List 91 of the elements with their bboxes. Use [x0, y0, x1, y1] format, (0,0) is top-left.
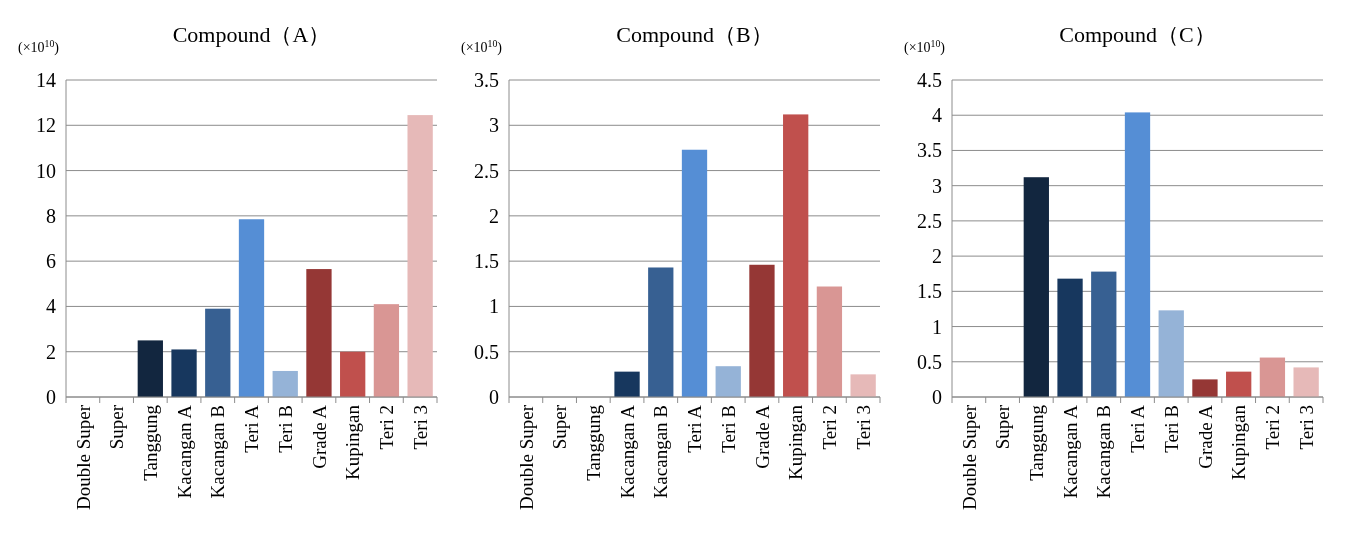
- bar: [1226, 371, 1252, 397]
- x-tick-label: Tanggung: [582, 404, 604, 481]
- x-tick-label: Kupingan: [1228, 404, 1250, 480]
- bar: [614, 371, 640, 397]
- bar: [1124, 112, 1151, 397]
- bar: [816, 286, 843, 397]
- x-tick-label: Kupingan: [342, 404, 364, 480]
- y-tick-label: 0.5: [917, 350, 942, 373]
- bar: [648, 267, 674, 397]
- bar: [1091, 271, 1117, 397]
- x-tick-label: Grade A: [308, 404, 330, 469]
- y-tick-label: 2.5: [917, 209, 942, 232]
- y-tick-label: 2: [932, 245, 942, 268]
- y-tick-label: 10: [36, 159, 56, 182]
- x-tick-label: Double Super: [72, 404, 94, 511]
- y-tick-label: 1: [489, 295, 499, 318]
- x-tick-label: Teri A: [241, 404, 263, 453]
- y-tick-label: 14: [36, 69, 56, 91]
- chart-title: Compound（A）: [172, 22, 331, 47]
- bar: [340, 351, 366, 397]
- x-tick-label: Teri B: [717, 405, 739, 453]
- x-tick-label: Teri 2: [376, 405, 398, 450]
- x-tick-label: Teri A: [1127, 404, 1149, 453]
- bar: [715, 366, 741, 397]
- x-tick-label: Super: [549, 404, 571, 450]
- y-tick-label: 6: [46, 250, 56, 273]
- y-tick-label: 1.5: [917, 280, 942, 303]
- bar: [407, 115, 433, 397]
- bar: [749, 264, 775, 397]
- x-tick-label: Teri 2: [1262, 405, 1284, 450]
- x-tick-label: Kacangan A: [1059, 404, 1081, 499]
- x-tick-label: Double Super: [515, 404, 537, 511]
- bar: [373, 304, 400, 397]
- chart-title: Compound（C）: [1059, 22, 1216, 47]
- x-tick-label: Teri A: [684, 404, 706, 453]
- x-tick-label: Teri 3: [1295, 405, 1317, 450]
- bar: [272, 370, 298, 397]
- bar: [306, 269, 332, 397]
- y-tick-label: 3.5: [474, 69, 499, 91]
- y-axis-title: (×10$^{10}$): [461, 37, 503, 56]
- x-tick-label: Tanggung: [1025, 404, 1047, 481]
- x-tick-label: Double Super: [958, 404, 980, 511]
- bar: [681, 149, 708, 397]
- x-tick-label: Grade A: [1194, 404, 1216, 469]
- y-axis-title: (×10$^{10}$): [18, 37, 60, 56]
- y-tick-label: 0: [489, 386, 499, 408]
- x-tick-label: Kacangan B: [207, 405, 229, 499]
- bar: [238, 219, 265, 397]
- x-tick-label: Kacangan B: [1093, 405, 1115, 499]
- x-tick-label: Grade A: [751, 404, 773, 469]
- y-tick-label: 3: [489, 114, 499, 137]
- y-tick-label: 2.5: [474, 159, 499, 182]
- x-tick-label: Tanggung: [139, 404, 161, 481]
- bar: [205, 308, 231, 397]
- x-tick-label: Super: [992, 404, 1014, 450]
- y-tick-label: 4: [46, 295, 56, 318]
- y-tick-label: 1: [932, 315, 942, 338]
- bar: [1158, 310, 1184, 397]
- x-tick-label: Kupingan: [785, 404, 807, 480]
- bar: [1023, 177, 1049, 397]
- x-tick-label: Teri 3: [409, 405, 431, 450]
- y-tick-label: 1.5: [474, 250, 499, 273]
- bar: [1192, 379, 1218, 397]
- y-tick-label: 3.5: [917, 139, 942, 162]
- y-tick-label: 12: [36, 114, 56, 137]
- y-tick-label: 2: [489, 204, 499, 227]
- x-tick-label: Teri 2: [819, 405, 841, 450]
- x-tick-label: Teri 3: [852, 405, 874, 450]
- y-tick-label: 2: [46, 340, 56, 363]
- bar: [171, 349, 197, 397]
- bar: [137, 340, 163, 397]
- bar: [1293, 367, 1319, 397]
- y-tick-label: 8: [46, 204, 56, 227]
- chart-title: Compound（B）: [616, 22, 773, 47]
- y-tick-label: 0: [46, 386, 56, 408]
- x-tick-label: Kacangan A: [616, 404, 638, 499]
- y-tick-label: 0: [932, 386, 942, 408]
- bar: [783, 114, 809, 397]
- y-axis-title: (×10$^{10}$): [904, 37, 946, 56]
- y-tick-label: 4: [932, 104, 942, 127]
- x-tick-label: Teri B: [1160, 405, 1182, 453]
- y-tick-label: 0.5: [474, 340, 499, 363]
- y-tick-label: 4.5: [917, 69, 942, 91]
- y-tick-label: 3: [932, 174, 942, 197]
- bar: [850, 374, 876, 397]
- bar: [1057, 278, 1083, 397]
- bar: [1259, 357, 1286, 397]
- x-tick-label: Kacangan A: [173, 404, 195, 499]
- x-tick-label: Kacangan B: [650, 405, 672, 499]
- x-tick-label: Teri B: [274, 405, 296, 453]
- x-tick-label: Super: [106, 404, 128, 450]
